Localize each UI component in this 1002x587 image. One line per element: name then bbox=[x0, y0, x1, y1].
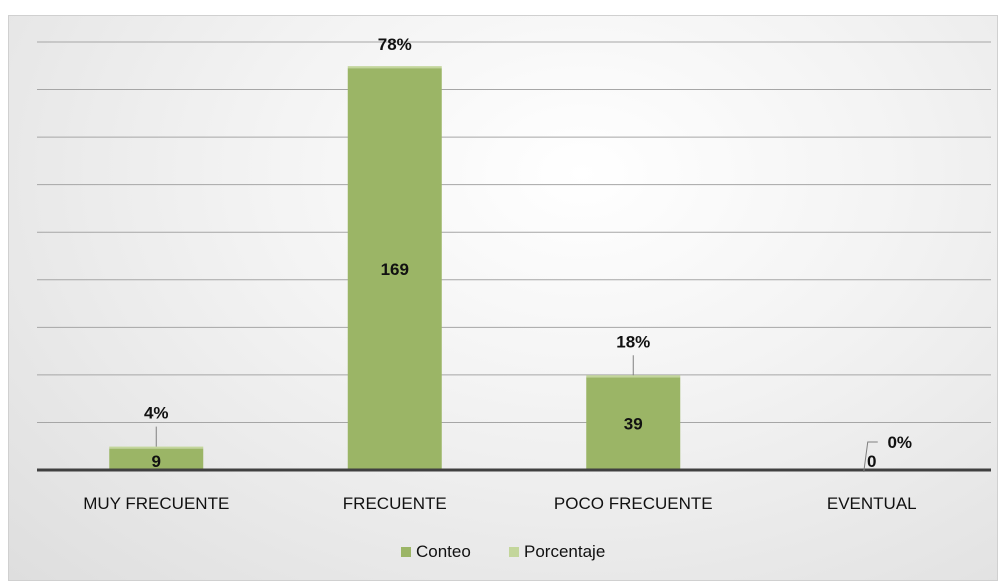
data-label-conteo: 0 bbox=[867, 452, 876, 471]
bar-porcentaje bbox=[109, 446, 204, 449]
data-label-porcentaje: 78% bbox=[378, 35, 412, 54]
data-label-porcentaje: 4% bbox=[144, 404, 169, 423]
data-labels: 9 4% 169 78% 39 18% 0 0% bbox=[144, 35, 912, 473]
legend-swatch-conteo bbox=[401, 547, 411, 557]
legend-label-conteo: Conteo bbox=[416, 542, 471, 561]
data-label-porcentaje: 0% bbox=[887, 433, 912, 452]
legend-label-porcentaje: Porcentaje bbox=[524, 542, 605, 561]
data-label-porcentaje: 18% bbox=[616, 332, 650, 351]
chart-area: 9 4% 169 78% 39 18% 0 0% MUY FRECUENTE FRECUENTE… bbox=[8, 15, 998, 581]
legend-swatch-porcentaje bbox=[509, 547, 519, 557]
bar-conteo bbox=[347, 68, 442, 471]
data-label-conteo: 39 bbox=[624, 415, 643, 434]
category-label: POCO FRECUENTE bbox=[554, 494, 713, 513]
bar-conteo bbox=[586, 377, 681, 470]
category-label: EVENTUAL bbox=[827, 494, 917, 513]
category-label: MUY FRECUENTE bbox=[83, 494, 229, 513]
category-labels: MUY FRECUENTE FRECUENTE POCO FRECUENTE EVEN… bbox=[83, 494, 916, 513]
data-label-conteo: 9 bbox=[152, 452, 161, 471]
leader-line bbox=[863, 441, 878, 473]
category-label: FRECUENTE bbox=[343, 494, 447, 513]
bars bbox=[109, 66, 681, 471]
data-label-conteo: 169 bbox=[381, 260, 409, 279]
legend: Conteo Porcentaje bbox=[401, 542, 605, 561]
bar-porcentaje bbox=[347, 66, 442, 69]
bar-porcentaje bbox=[586, 375, 681, 378]
gridlines bbox=[37, 41, 991, 423]
bar-chart: 9 4% 169 78% 39 18% 0 0% MUY FRECUENTE FRECUENTE… bbox=[37, 35, 991, 561]
bar-conteo bbox=[109, 448, 204, 470]
